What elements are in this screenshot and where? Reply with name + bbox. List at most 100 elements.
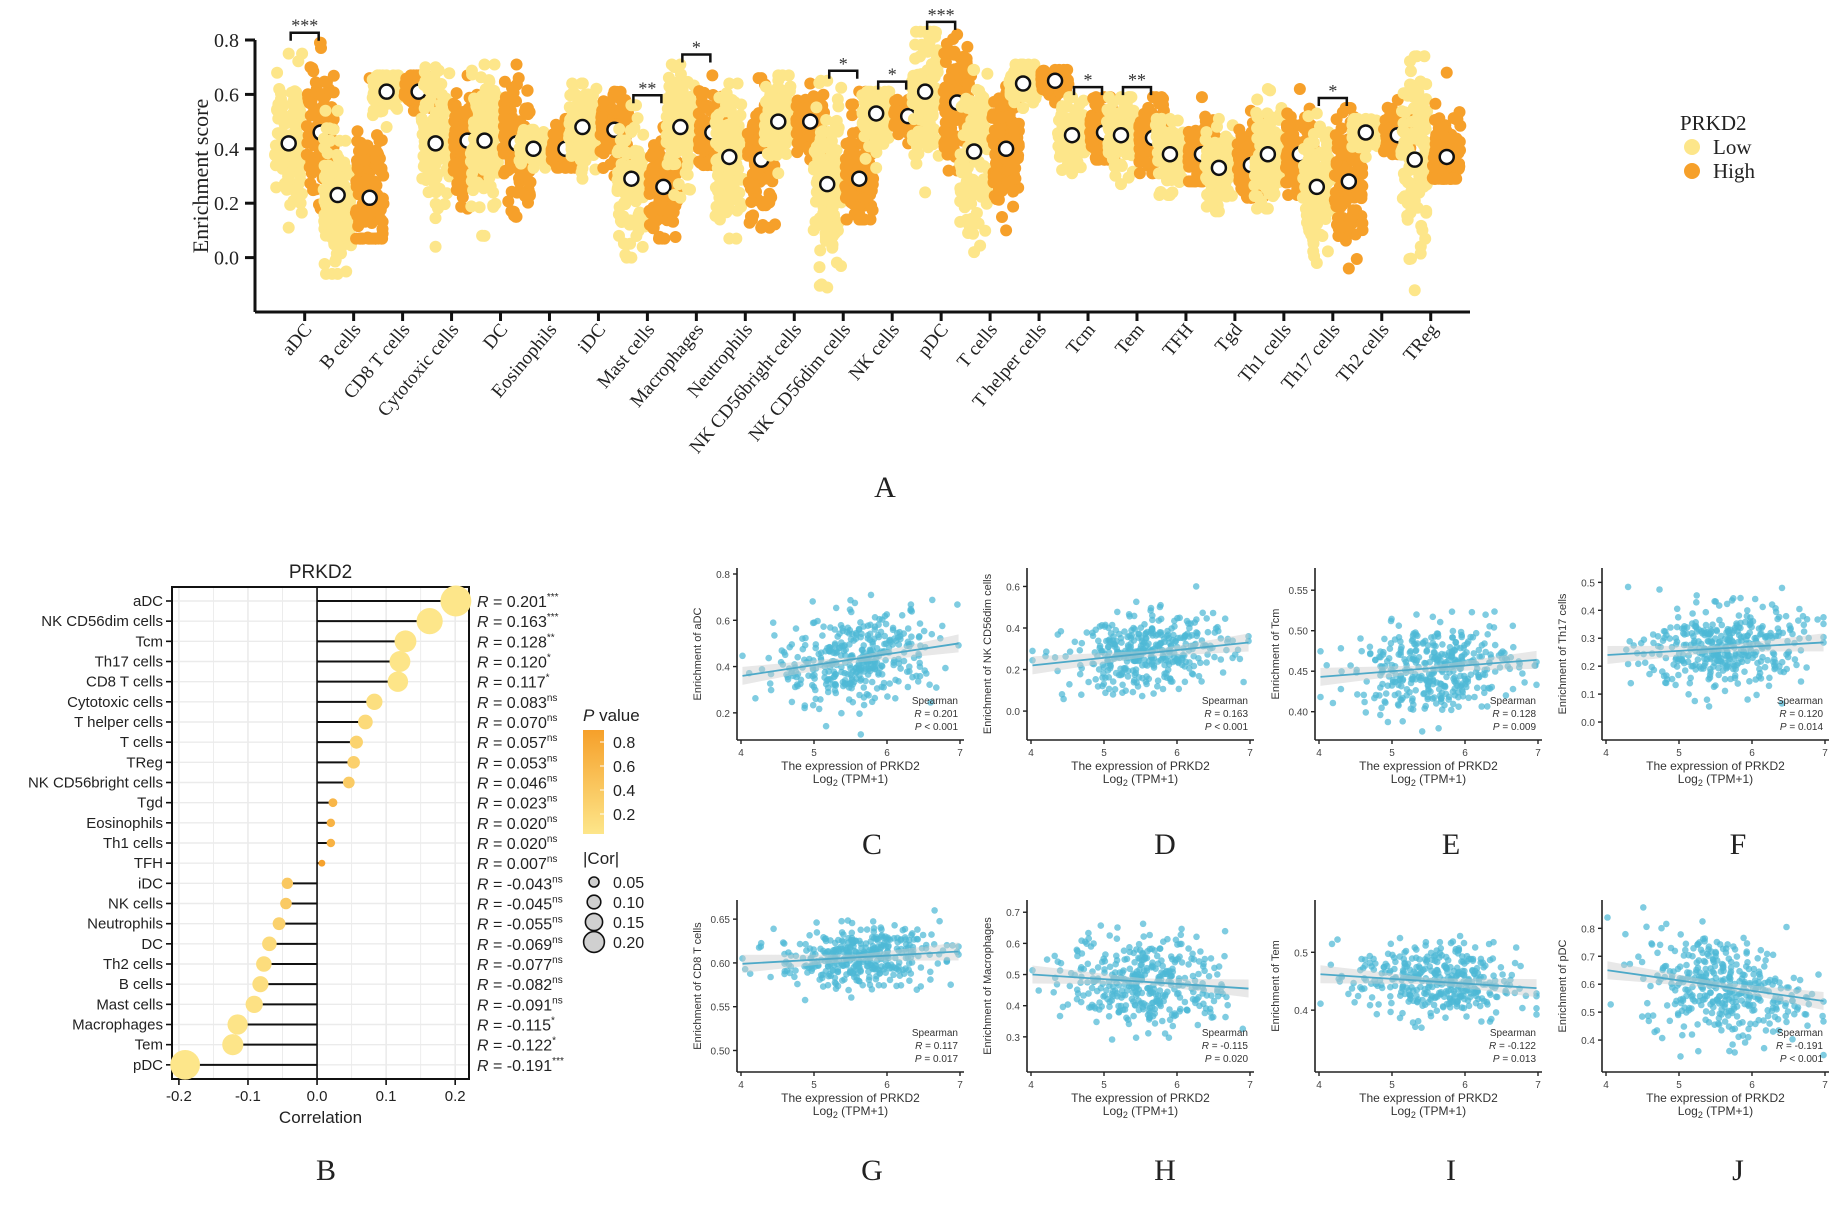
point-low bbox=[682, 151, 695, 164]
point-low bbox=[335, 225, 347, 237]
point-high bbox=[865, 184, 878, 197]
point-low bbox=[772, 69, 785, 82]
point-high bbox=[746, 120, 759, 133]
point-low bbox=[480, 179, 493, 192]
point-high bbox=[646, 163, 659, 176]
point-low bbox=[282, 167, 295, 180]
point-high bbox=[307, 183, 320, 196]
x-tick-label: Tcm bbox=[1062, 320, 1100, 359]
point-low bbox=[711, 162, 724, 175]
point-low bbox=[484, 102, 497, 115]
point-low bbox=[335, 247, 347, 260]
point-low bbox=[930, 26, 942, 39]
point-high bbox=[356, 210, 369, 223]
point-high bbox=[372, 232, 385, 245]
point-low bbox=[286, 107, 299, 120]
point-low bbox=[672, 178, 685, 191]
mean-marker-low bbox=[1014, 75, 1032, 92]
point-low bbox=[863, 126, 876, 139]
mean-marker-low bbox=[378, 83, 395, 100]
point-low bbox=[814, 244, 827, 257]
point-high bbox=[507, 86, 520, 99]
point-high bbox=[657, 232, 670, 245]
point-high bbox=[304, 61, 317, 74]
point-high bbox=[791, 146, 804, 159]
point-low bbox=[769, 93, 782, 106]
point-low bbox=[1017, 102, 1030, 114]
point-high bbox=[351, 125, 364, 138]
point-low bbox=[879, 129, 892, 142]
point-low bbox=[567, 105, 580, 117]
point-low bbox=[487, 199, 500, 212]
point-high bbox=[844, 135, 857, 148]
point-low bbox=[720, 98, 732, 111]
point-low bbox=[331, 104, 344, 117]
x-tick-label: Tem bbox=[1111, 320, 1149, 359]
point-low bbox=[1066, 91, 1079, 104]
point-high bbox=[891, 93, 904, 106]
point-high bbox=[375, 213, 388, 226]
mean-marker-low bbox=[329, 186, 346, 204]
point-high bbox=[846, 109, 859, 122]
point-low bbox=[320, 214, 332, 227]
mean-marker-low bbox=[623, 170, 640, 187]
point-low bbox=[576, 172, 589, 185]
point-low bbox=[319, 104, 332, 117]
y-tick-label: 0.8 bbox=[214, 30, 239, 52]
point-low bbox=[870, 161, 883, 174]
point-high bbox=[358, 139, 371, 152]
point-low bbox=[319, 229, 332, 242]
point-low bbox=[968, 63, 981, 76]
point-low bbox=[826, 201, 839, 214]
point-high bbox=[807, 90, 820, 103]
point-low bbox=[320, 267, 332, 280]
point-low bbox=[625, 99, 638, 112]
y-tick-label: 0.0 bbox=[214, 248, 239, 270]
point-high bbox=[456, 185, 469, 198]
point-low bbox=[772, 167, 785, 180]
point-low bbox=[473, 201, 486, 214]
point-low bbox=[835, 81, 848, 94]
point-low bbox=[620, 238, 633, 251]
point-low bbox=[318, 258, 331, 270]
point-low bbox=[680, 168, 693, 181]
point-high bbox=[644, 150, 657, 163]
point-high bbox=[1085, 131, 1098, 143]
point-low bbox=[979, 224, 992, 237]
point-high bbox=[948, 46, 961, 59]
point-high bbox=[370, 153, 382, 166]
point-high bbox=[370, 144, 383, 157]
point-low bbox=[296, 187, 308, 200]
point-low bbox=[859, 152, 872, 165]
point-low bbox=[429, 107, 442, 119]
point-low bbox=[723, 77, 736, 90]
point-high bbox=[1007, 185, 1020, 198]
point-low bbox=[431, 168, 444, 181]
mean-marker-low bbox=[721, 148, 738, 166]
point-low bbox=[807, 224, 820, 237]
point-low bbox=[321, 147, 334, 160]
point-low bbox=[1150, 130, 1163, 143]
x-tick-label: aDC bbox=[278, 320, 316, 360]
point-low bbox=[684, 183, 696, 196]
point-high bbox=[663, 205, 675, 218]
point-low bbox=[1204, 177, 1217, 190]
point-low bbox=[432, 202, 444, 215]
mean-marker-low bbox=[818, 175, 836, 193]
point-low bbox=[565, 149, 578, 162]
point-low bbox=[612, 144, 625, 156]
point-low bbox=[966, 104, 979, 117]
point-low bbox=[664, 109, 677, 122]
point-low bbox=[663, 152, 676, 165]
point-low bbox=[1212, 112, 1225, 125]
mean-marker-low bbox=[427, 135, 444, 152]
point-low bbox=[735, 200, 748, 213]
point-low bbox=[713, 140, 725, 153]
point-high bbox=[1009, 172, 1022, 185]
point-low bbox=[919, 25, 932, 38]
point-high bbox=[447, 164, 460, 177]
point-low bbox=[273, 83, 286, 95]
point-high bbox=[373, 135, 386, 148]
point-high bbox=[449, 110, 462, 123]
point-low bbox=[271, 104, 284, 117]
